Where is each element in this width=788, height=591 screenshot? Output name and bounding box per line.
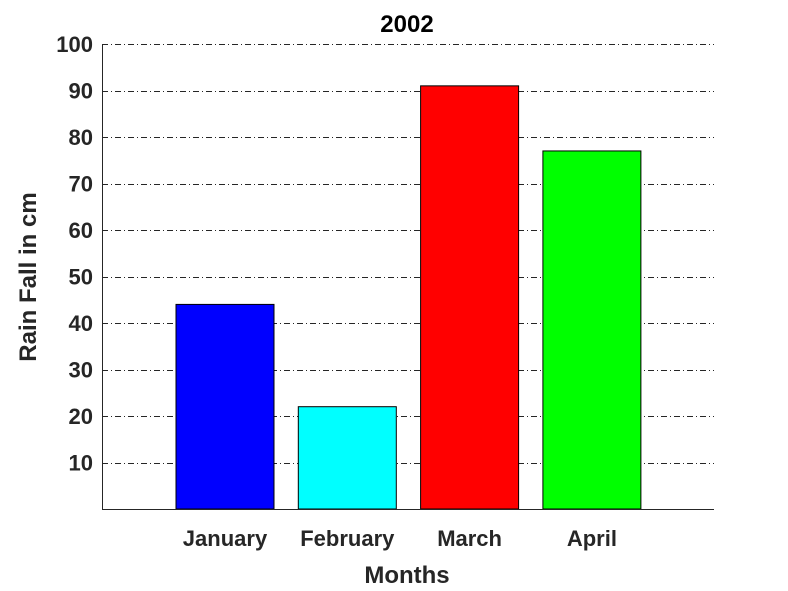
y-tick-label: 70 bbox=[69, 172, 93, 197]
x-axis-label: Months bbox=[364, 562, 449, 589]
y-tick-label: 40 bbox=[69, 311, 93, 336]
x-tick-label: February bbox=[300, 526, 395, 551]
y-tick-label: 20 bbox=[69, 404, 93, 429]
bar-january bbox=[175, 303, 275, 510]
y-tick-label: 80 bbox=[69, 125, 93, 150]
x-tick-labels: January February March April bbox=[183, 526, 617, 551]
y-tick-label: 30 bbox=[69, 358, 93, 383]
bar-february bbox=[297, 406, 397, 510]
x-tick-label: January bbox=[183, 526, 268, 551]
x-tick-label: April bbox=[567, 526, 617, 551]
axes bbox=[102, 44, 714, 510]
y-tick-label: 60 bbox=[69, 218, 93, 243]
bar-march bbox=[420, 85, 520, 510]
y-tick-label: 50 bbox=[69, 265, 93, 290]
y-tick-label: 90 bbox=[69, 79, 93, 104]
y-axis-label: Rain Fall in cm bbox=[15, 192, 42, 361]
bars bbox=[175, 85, 642, 510]
bar-april bbox=[542, 150, 642, 510]
y-tick-label: 100 bbox=[56, 32, 93, 57]
y-tick-label: 10 bbox=[69, 451, 93, 476]
chart-title: 2002 bbox=[380, 11, 433, 38]
x-tick-label: March bbox=[437, 526, 502, 551]
y-tick-labels: 10 20 30 40 50 60 70 80 90 100 bbox=[56, 32, 93, 476]
